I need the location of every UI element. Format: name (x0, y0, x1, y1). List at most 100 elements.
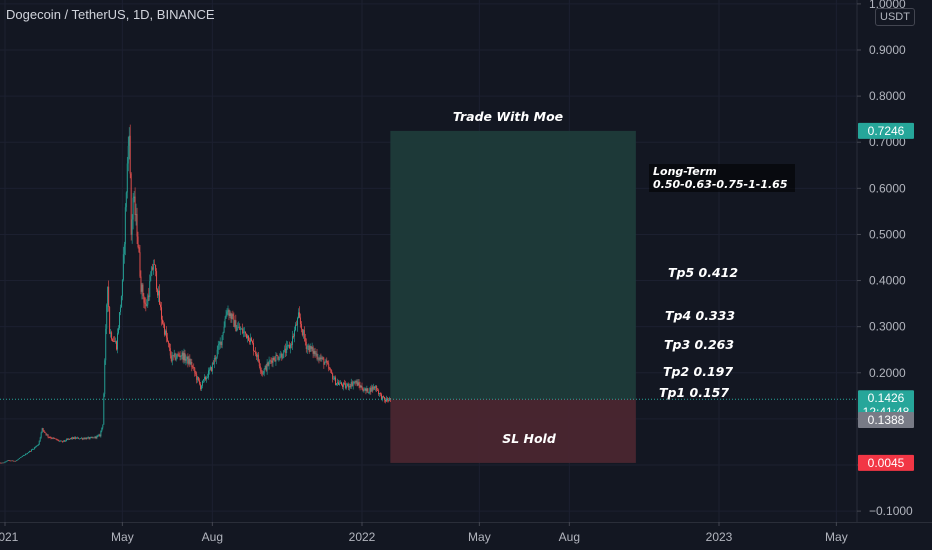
candle-body (383, 396, 384, 397)
candle-body (352, 383, 354, 386)
candle-body (326, 360, 328, 363)
candle-body (323, 358, 325, 365)
candle-body (56, 439, 58, 440)
candle-body (70, 438, 71, 439)
candle-body (359, 384, 361, 388)
candle-body (110, 332, 112, 334)
candle-body (11, 460, 13, 462)
candle-body (154, 264, 156, 265)
candle-body (379, 393, 381, 395)
candle-body (369, 387, 371, 393)
candle-body (265, 366, 267, 371)
candle-body (72, 437, 73, 439)
candle-body (117, 333, 118, 350)
candle-body (37, 444, 39, 446)
candle-body (321, 357, 323, 359)
candle-body (23, 455, 25, 456)
candle-body (297, 312, 299, 319)
candle-body (183, 353, 185, 361)
candle-body (246, 333, 248, 339)
candle-body (68, 438, 70, 440)
candle-body (20, 457, 22, 458)
candle-body (24, 455, 26, 456)
candle-body (226, 311, 228, 315)
candle-body (252, 341, 253, 343)
candle-body (262, 373, 264, 375)
candle-body (338, 382, 339, 385)
candle-body (235, 320, 237, 332)
candle-body (358, 382, 360, 385)
candle-body (151, 267, 153, 277)
candle-body (148, 295, 150, 298)
target-price-badge: 0.7246 (858, 122, 914, 139)
candle-body (144, 302, 146, 304)
candle-body (209, 367, 211, 370)
candle-body (341, 382, 342, 385)
candle-body (103, 394, 105, 425)
candle-body (304, 337, 306, 342)
candle-body (93, 437, 95, 439)
stop-loss-zone[interactable] (390, 399, 636, 463)
candle-body (325, 360, 327, 363)
candle-body (330, 369, 332, 371)
candle-body (221, 335, 223, 346)
candle-body (349, 386, 351, 388)
candle-body (165, 330, 167, 338)
candle-body (341, 384, 343, 387)
candle-body (169, 348, 171, 356)
candle-body (361, 386, 363, 390)
candle-body (312, 347, 314, 354)
candle-body (283, 350, 285, 358)
currency-button[interactable]: USDT (875, 8, 915, 26)
candle-body (269, 360, 271, 362)
candle-body (266, 362, 268, 371)
candle-body (314, 351, 316, 355)
candle-body (163, 324, 165, 335)
candle-body (232, 314, 234, 316)
candle-body (55, 438, 57, 440)
candle-body (272, 357, 274, 363)
candle-body (257, 354, 259, 362)
candle-body (245, 331, 247, 334)
candle-body (350, 381, 352, 388)
candle-body (182, 352, 184, 361)
candle-body (88, 437, 90, 439)
candle-body (372, 386, 374, 390)
candle-body (296, 318, 298, 326)
candle-body (339, 383, 340, 385)
candle-body (32, 449, 34, 450)
candle-body (66, 439, 68, 441)
candle-body (368, 392, 370, 393)
candle-body (234, 320, 236, 327)
candle-body (217, 345, 219, 350)
candle-body (38, 440, 40, 445)
candle-body (179, 355, 181, 357)
candle-body (203, 379, 205, 381)
candle-body (21, 456, 23, 458)
candle-body (284, 348, 286, 351)
target-price-badge-text: 0.7246 (868, 124, 905, 138)
candle-body (373, 386, 375, 390)
profit-zone[interactable] (390, 130, 636, 400)
candle-body (71, 438, 72, 439)
candle-body (136, 214, 138, 237)
candle-body (322, 357, 324, 359)
candle-body (92, 437, 94, 439)
candle-body (230, 313, 232, 319)
y-tick-label: −0.1000 (869, 504, 913, 518)
x-tick-label: May (825, 530, 848, 544)
symbol-title[interactable]: Dogecoin / TetherUS, 1D, BINANCE (6, 7, 215, 22)
stop-price-badge: 0.0045 (858, 454, 914, 471)
candle-body (190, 361, 192, 365)
candle-body (256, 354, 258, 357)
candle-body (347, 384, 349, 388)
candle-body (162, 323, 164, 325)
x-tick-label: May (111, 530, 134, 544)
previous-close-badge: 0.1388 (858, 411, 914, 428)
candle-body (348, 386, 350, 388)
candle-body (112, 339, 114, 342)
candle-body (300, 323, 302, 330)
candle-body (363, 390, 365, 392)
